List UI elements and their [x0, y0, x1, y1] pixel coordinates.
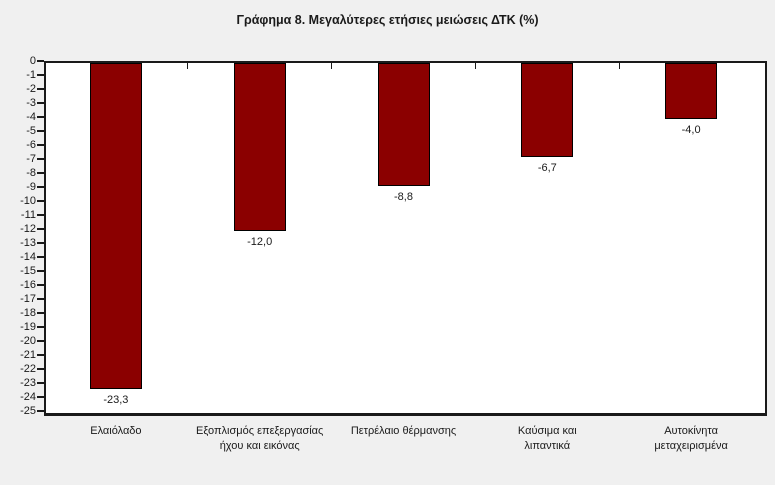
y-tick-mark [37, 200, 44, 202]
y-tick-mark [37, 256, 44, 258]
y-tick-mark [37, 382, 44, 384]
y-tick-label: -7 [26, 152, 36, 165]
y-tick-label: -18 [20, 306, 36, 319]
y-tick-label: -23 [20, 376, 36, 389]
y-tick-mark [37, 228, 44, 230]
y-tick-label: -8 [26, 166, 36, 179]
y-tick-mark [37, 312, 44, 314]
y-tick-mark [37, 242, 44, 244]
y-tick-mark [37, 102, 44, 104]
y-tick-mark [37, 354, 44, 356]
y-tick-mark [37, 158, 44, 160]
y-tick-label: -19 [20, 320, 36, 333]
y-tick-mark [37, 340, 44, 342]
bar-value-label: -6,7 [537, 161, 557, 174]
category-label: Αυτοκίνητα μεταχειρισμένα [654, 425, 728, 452]
x-tick-mark [474, 63, 477, 69]
y-tick-mark [37, 410, 44, 412]
y-tick-label: -25 [20, 404, 36, 417]
category-label: Καύσιμα και λιπαντικά [517, 425, 577, 452]
bar [377, 63, 430, 187]
bar [521, 63, 574, 157]
category-label: Πετρέλαιο θέρμανσης [350, 425, 457, 437]
y-tick-mark [37, 284, 44, 286]
y-tick-label: -9 [26, 180, 36, 193]
category-label: Εξοπλισμός επεξεργασίας ήχου και εικόνας [196, 425, 324, 452]
bar-value-label: -12,0 [247, 236, 273, 248]
y-tick-label: -14 [20, 250, 36, 263]
y-tick-mark [37, 368, 44, 370]
y-tick-label: -4 [26, 110, 36, 123]
y-tick-mark [37, 130, 44, 132]
bar-value-label: -8,8 [394, 191, 413, 204]
chart-title: Γράφημα 8. Μεγαλύτερες ετήσιες μειώσεις … [236, 13, 539, 27]
category-label: Ελαιόλαδο [90, 425, 142, 437]
bar [233, 63, 286, 231]
y-tick-label: -1 [26, 68, 36, 81]
y-tick-mark [37, 172, 44, 174]
y-tick-mark [37, 270, 44, 272]
x-tick-mark [187, 63, 189, 69]
y-tick-mark [37, 396, 44, 398]
bar [89, 63, 142, 390]
y-tick-mark [37, 88, 44, 90]
x-tick-mark [330, 63, 333, 69]
y-tick-label: -21 [20, 348, 36, 361]
y-tick-label: -6 [26, 138, 36, 151]
y-tick-label: -5 [26, 124, 36, 137]
y-tick-label: -2 [26, 82, 36, 95]
y-tick-mark [37, 144, 44, 146]
y-tick-mark [37, 214, 44, 216]
y-tick-label: -3 [26, 96, 36, 109]
bar [665, 63, 718, 119]
y-tick-label: -15 [20, 264, 36, 277]
y-tick-label: -11 [20, 208, 36, 221]
y-tick-label: -17 [20, 292, 36, 305]
y-tick-label: -10 [20, 194, 36, 207]
y-tick-label: 0 [29, 54, 36, 67]
y-tick-mark [37, 326, 44, 328]
y-tick-label: -20 [20, 334, 36, 347]
y-tick-label: -16 [20, 278, 36, 291]
y-tick-label: -13 [20, 236, 36, 249]
x-tick-mark [618, 63, 620, 69]
bar-value-label: -23,3 [103, 394, 129, 407]
y-tick-mark [37, 116, 44, 118]
bar-value-label: -4,0 [681, 124, 701, 136]
y-tick-label: -24 [20, 390, 36, 403]
y-tick-mark [37, 186, 44, 188]
y-tick-mark [37, 74, 44, 76]
y-tick-label: -22 [20, 362, 36, 375]
y-tick-label: -12 [20, 222, 36, 235]
y-tick-mark [37, 60, 44, 62]
y-tick-mark [37, 298, 44, 300]
